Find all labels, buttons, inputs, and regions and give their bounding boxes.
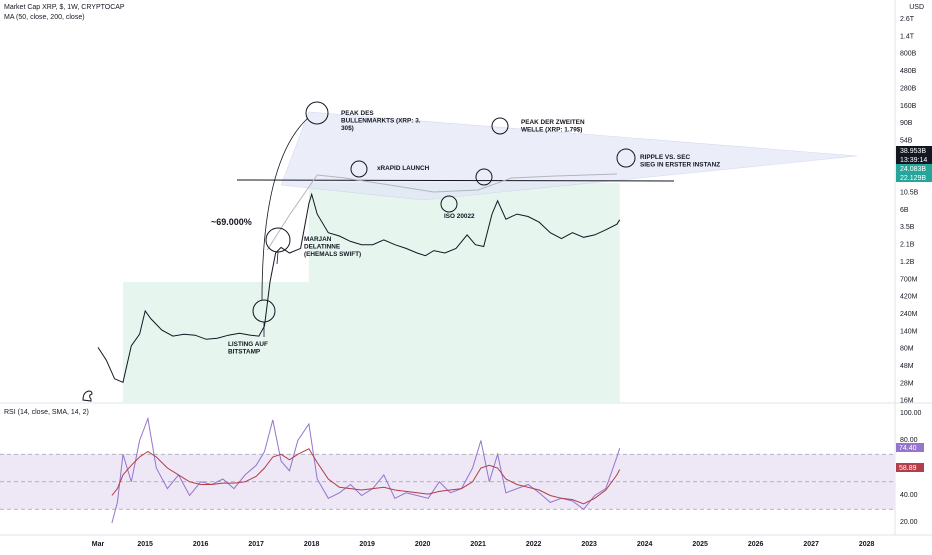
price-last-label: 22.129B bbox=[900, 175, 926, 182]
price-tick-label: 800B bbox=[900, 51, 917, 58]
annotation-circle bbox=[491, 117, 509, 135]
price-tick-label: 6B bbox=[900, 207, 909, 214]
time-tick-label: 2016 bbox=[193, 541, 209, 548]
price-tick-label: 10.5B bbox=[900, 190, 919, 197]
price-last-tag bbox=[896, 146, 932, 155]
price-last-label: 13:39:14 bbox=[900, 157, 927, 164]
annotation-pct-text: ~69.000% bbox=[211, 217, 252, 227]
time-tick-label: 2026 bbox=[748, 541, 764, 548]
price-tick-label: 700M bbox=[900, 276, 918, 283]
price-tick-label: 1.2B bbox=[900, 259, 915, 266]
annotation-marjan-text: (EHEMALS SWIFT) bbox=[304, 251, 361, 258]
annotation-listing-text: BITSTAMP bbox=[228, 349, 261, 356]
price-tick-label: 80M bbox=[900, 346, 914, 353]
annotation-marjan-text: DELATINNE bbox=[304, 244, 341, 251]
rsi-last-label: 74.40 bbox=[899, 445, 917, 452]
price-tick-label: 2.6T bbox=[900, 16, 915, 23]
annotation-circle bbox=[475, 168, 493, 186]
annotation-circle bbox=[616, 148, 636, 168]
time-tick-label: 2023 bbox=[581, 541, 597, 548]
price-tick-label: 140M bbox=[900, 328, 918, 335]
annotation-peak2-text: WELLE (XRP: 1.79$) bbox=[521, 127, 582, 134]
price-tick-label: 280B bbox=[900, 85, 917, 92]
price-tick-label: 90B bbox=[900, 120, 913, 127]
ma-indicator-label[interactable]: MA (50, close, 200, close) bbox=[4, 14, 85, 21]
price-tick-label: 16M bbox=[900, 398, 914, 405]
time-tick-label: Mar bbox=[92, 541, 105, 548]
rsi-last-label: 58.89 bbox=[899, 465, 917, 472]
price-tick-label: 3.5B bbox=[900, 224, 915, 231]
time-tick-label: 2028 bbox=[859, 541, 875, 548]
percent-arc bbox=[261, 117, 309, 301]
rsi-indicator-label[interactable]: RSI (14, close, SMA, 14, 2) bbox=[4, 409, 89, 416]
rsi-tick-label: 80.00 bbox=[900, 437, 918, 444]
price-tick-label: 28M bbox=[900, 380, 914, 387]
time-tick-label: 2020 bbox=[415, 541, 431, 548]
rsi-last-tag bbox=[896, 463, 924, 472]
annotation-iso-text: ISO 20022 bbox=[444, 213, 475, 220]
rsi-tick-label: 100.00 bbox=[900, 410, 922, 417]
time-tick-label: 2027 bbox=[803, 541, 819, 548]
price-last-tag bbox=[896, 155, 932, 164]
time-tick-label: 2015 bbox=[137, 541, 153, 548]
annotation-marjan-text: MARJAN bbox=[304, 236, 332, 243]
price-tick-label: 48M bbox=[900, 363, 914, 370]
time-tick-label: 2022 bbox=[526, 541, 542, 548]
price-last-tag bbox=[896, 173, 932, 182]
price-last-tag bbox=[896, 164, 932, 173]
annotation-listing-text: LISTING AUF bbox=[228, 341, 268, 348]
rsi-last-tag bbox=[896, 443, 924, 452]
annotation-circle bbox=[440, 195, 458, 213]
annotation-peak2-text: PEAK DER ZWEITEN bbox=[521, 119, 585, 126]
dino-icon bbox=[82, 390, 93, 402]
time-tick-label: 2021 bbox=[470, 541, 486, 548]
chart-title[interactable]: Market Cap XRP, $, 1W, CRYPTOCAP bbox=[4, 4, 125, 11]
time-tick-label: 2018 bbox=[304, 541, 320, 548]
rsi-tick-label: 20.00 bbox=[900, 519, 918, 526]
price-tick-label: 480B bbox=[900, 68, 917, 75]
annotation-circle bbox=[350, 160, 368, 178]
price-last-label: 38.953B bbox=[900, 148, 926, 155]
time-tick-label: 2017 bbox=[248, 541, 264, 548]
annotation-circle bbox=[265, 227, 291, 253]
ma-fill-high bbox=[308, 183, 620, 403]
ma-line bbox=[266, 173, 617, 251]
time-tick-label: 2019 bbox=[359, 541, 375, 548]
price-tick-label: 420M bbox=[900, 294, 918, 301]
time-tick-label: 2024 bbox=[637, 541, 653, 548]
price-tick-label: 2.1B bbox=[900, 242, 915, 249]
marjan-connector bbox=[276, 251, 279, 265]
support-line bbox=[236, 179, 675, 182]
annotation-ripple-text: RIPPLE VS. SEC bbox=[640, 154, 690, 161]
price-tick-label: 160B bbox=[900, 103, 917, 110]
price-tick-label: 54B bbox=[900, 137, 913, 144]
annotation-peak-text: PEAK DES bbox=[341, 110, 374, 117]
price-series-line bbox=[97, 192, 621, 383]
annotation-circle bbox=[305, 101, 329, 125]
annotation-xrapid-text: xRAPID LAUNCH bbox=[377, 165, 430, 172]
annotation-ripple-text: SIEG IN ERSTER INSTANZ bbox=[640, 162, 720, 169]
currency-label[interactable]: USD bbox=[909, 4, 924, 11]
rsi-tick-label: 40.00 bbox=[900, 492, 918, 499]
price-last-label: 24.083B bbox=[900, 166, 926, 173]
annotation-peak-text: 30$) bbox=[341, 125, 354, 132]
price-tick-label: 240M bbox=[900, 311, 918, 318]
price-tick-label: 1.4T bbox=[900, 33, 915, 40]
rsi-ma-line bbox=[111, 448, 621, 505]
time-tick-label: 2025 bbox=[692, 541, 708, 548]
triangle-pattern bbox=[280, 111, 858, 201]
ma-fill-low bbox=[122, 282, 309, 403]
annotation-peak-text: BULLENMARKTS (XRP: 3. bbox=[341, 118, 421, 125]
